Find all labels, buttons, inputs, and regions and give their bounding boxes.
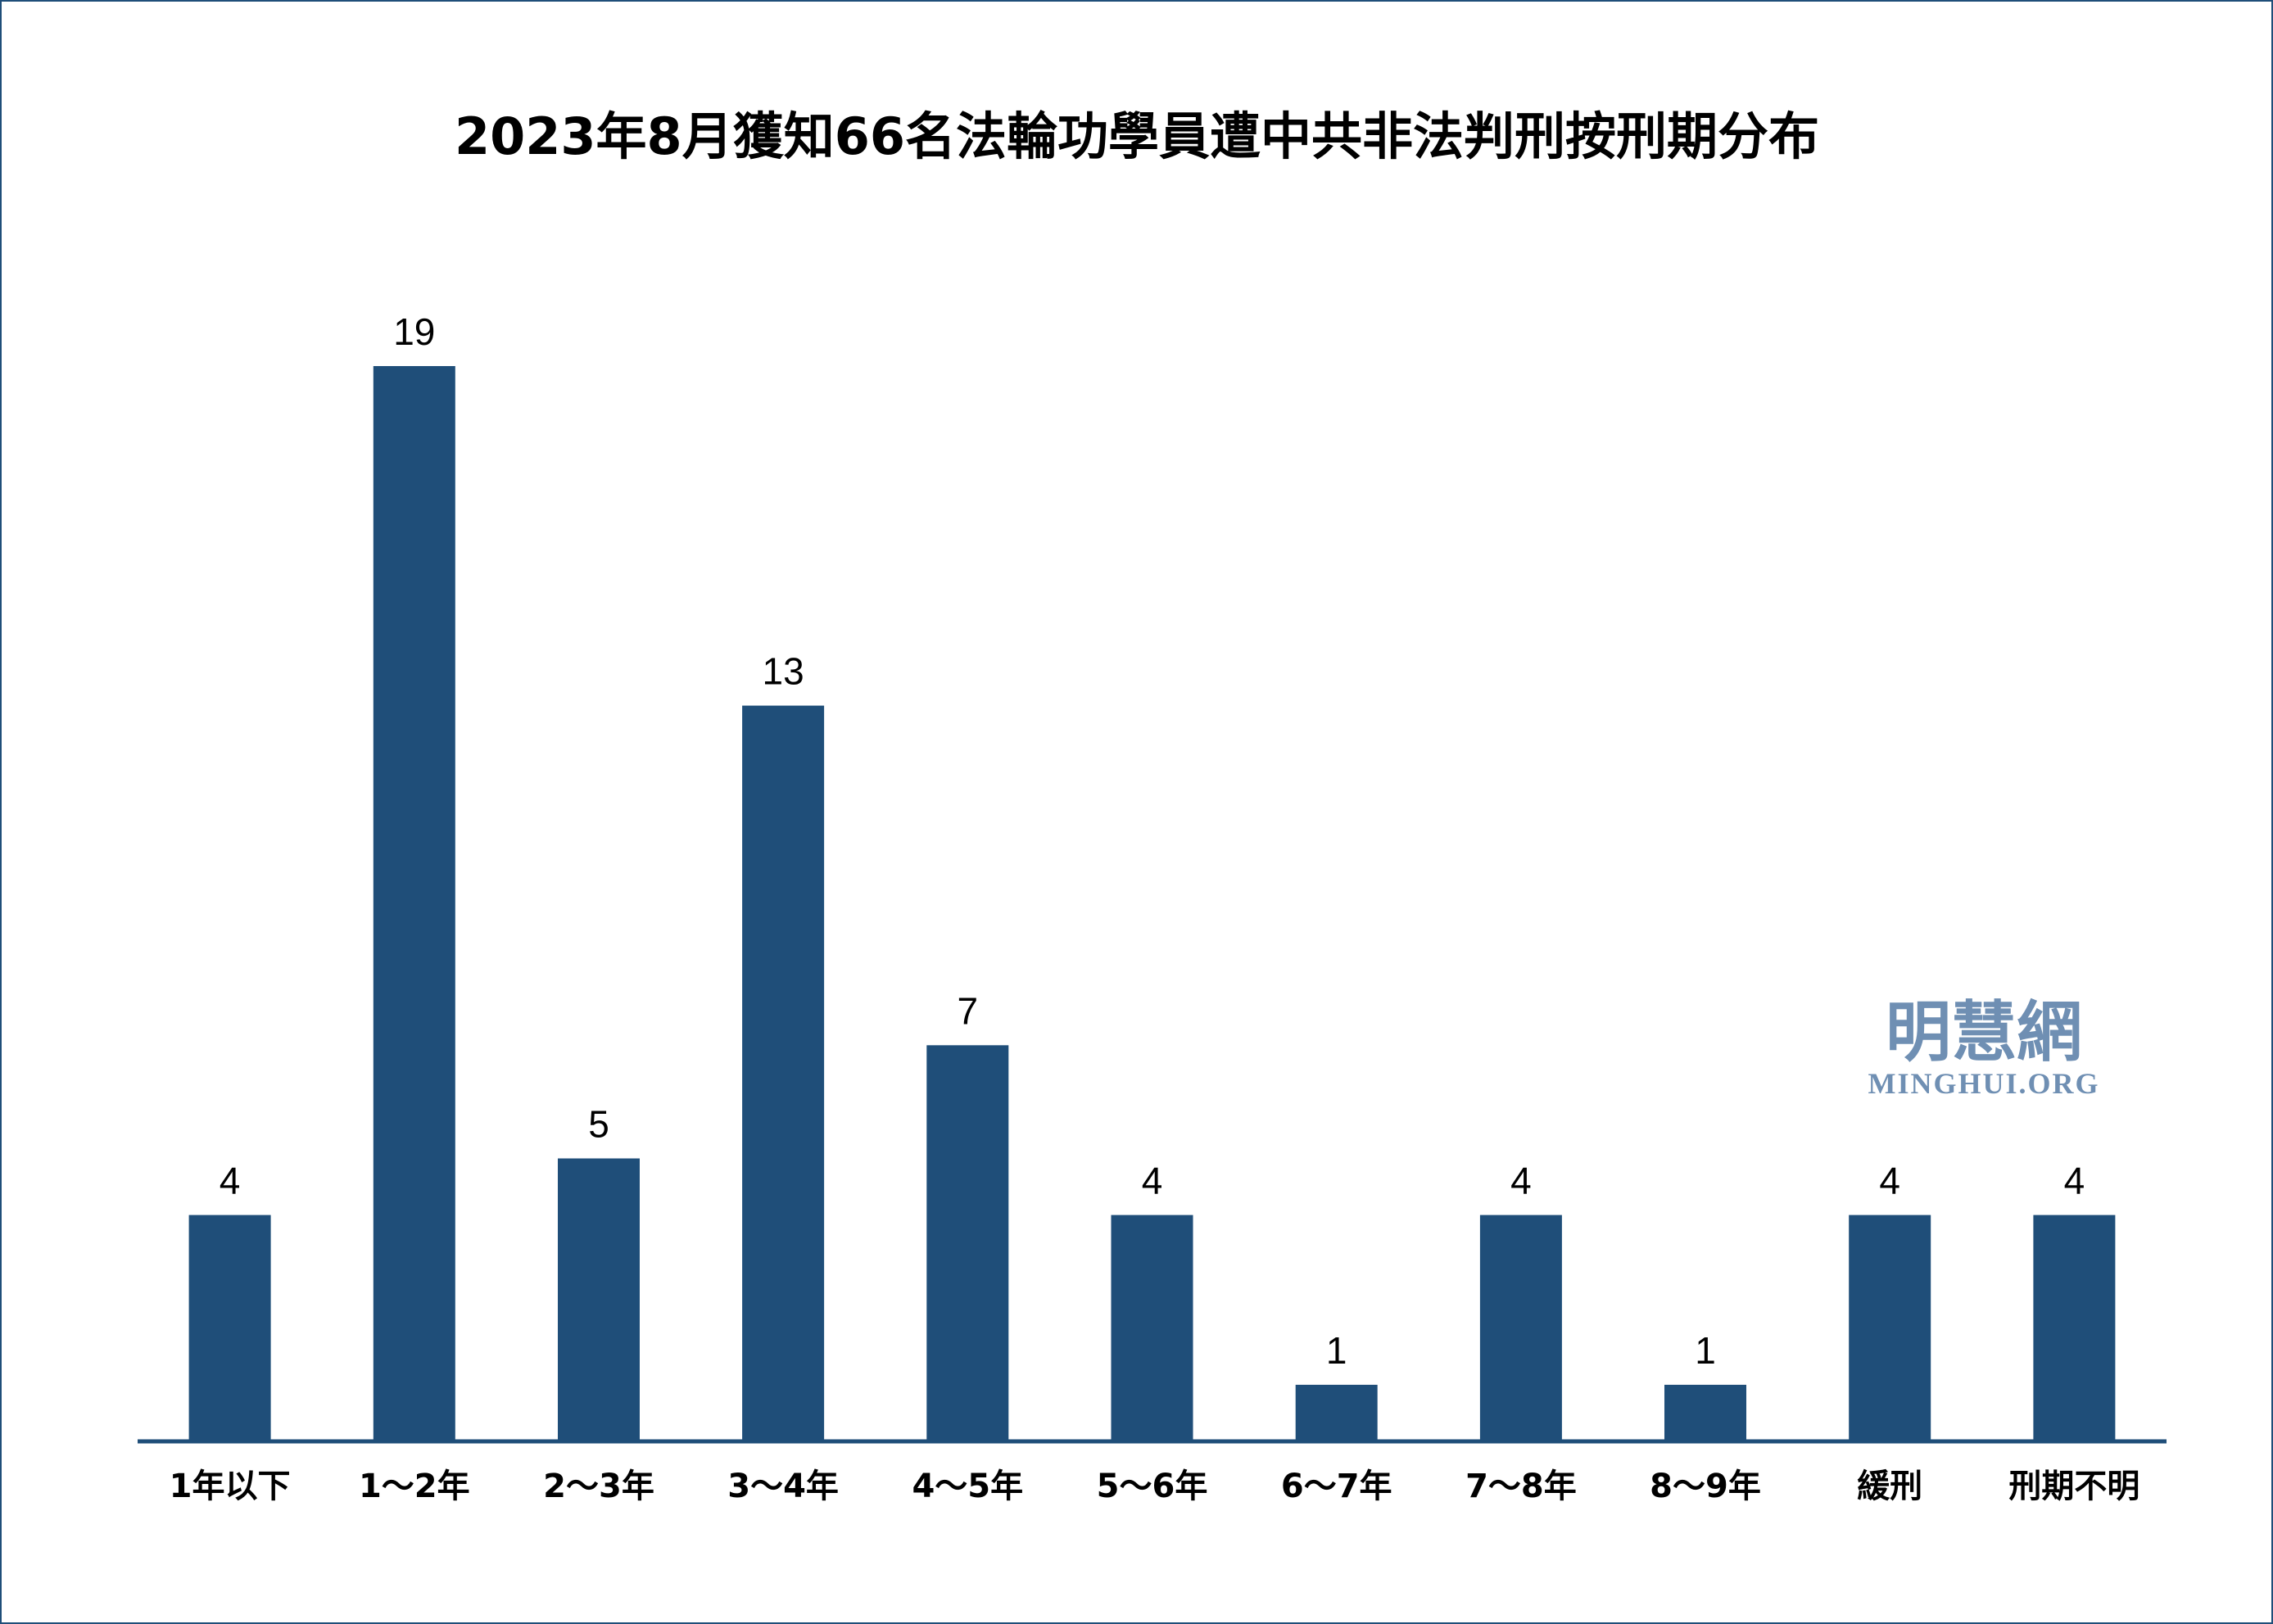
value-labels-group: 4 19 5 13 7 4 1 4 1 4 4 — [220, 310, 2085, 1372]
category-label-11: 刑期不明 — [2008, 1468, 2139, 1505]
bar-9 — [1664, 1384, 1746, 1441]
bar-11 — [2033, 1215, 2116, 1441]
category-label-7: 6～7年 — [1281, 1468, 1392, 1505]
bar-4 — [742, 705, 825, 1441]
value-label-7: 1 — [1326, 1329, 1347, 1372]
bar-8 — [1479, 1215, 1562, 1441]
value-label-5: 7 — [958, 989, 979, 1032]
bar-1 — [188, 1215, 271, 1441]
value-label-3: 5 — [588, 1103, 609, 1146]
value-label-2: 19 — [393, 310, 435, 353]
category-label-2: 1～2年 — [359, 1468, 470, 1505]
bar-2 — [373, 366, 455, 1441]
minghui-watermark: 明慧網 MINGHUI.ORG — [1868, 993, 2100, 1100]
value-label-6: 4 — [1142, 1160, 1163, 1202]
category-label-9: 8～9年 — [1650, 1468, 1761, 1505]
value-label-4: 13 — [763, 650, 804, 693]
category-label-3: 2～3年 — [543, 1468, 654, 1505]
value-label-10: 4 — [1879, 1160, 1900, 1202]
bars-group — [188, 366, 2116, 1441]
category-labels-group: 1年以下 1～2年 2～3年 3～4年 4～5年 5～6年 6～7年 7～8年 8～9年 緩刑 刑期… — [170, 1468, 2140, 1505]
bar-6 — [1111, 1215, 1193, 1441]
bar-10 — [1849, 1215, 1931, 1441]
watermark-url-text: MINGHUI.ORG — [1868, 1067, 2100, 1100]
category-label-6: 5～6年 — [1097, 1468, 1208, 1505]
value-label-1: 4 — [220, 1160, 241, 1202]
bar-7 — [1295, 1384, 1378, 1441]
value-label-8: 4 — [1510, 1160, 1532, 1202]
category-label-8: 7～8年 — [1465, 1468, 1577, 1505]
category-label-1: 1年以下 — [170, 1468, 291, 1505]
category-label-5: 4～5年 — [912, 1468, 1023, 1505]
category-label-4: 3～4年 — [727, 1468, 839, 1505]
category-label-10: 緩刑 — [1857, 1468, 1922, 1505]
value-label-11: 4 — [2064, 1160, 2085, 1202]
chart-title: 2023年8月獲知66名法輪功學員遭中共非法判刑按刑期分布 — [455, 106, 1819, 166]
bar-5 — [926, 1045, 1009, 1441]
watermark-logo-text: 明慧網 — [1886, 993, 2082, 1070]
bar-3 — [558, 1158, 640, 1441]
value-label-9: 1 — [1695, 1329, 1716, 1372]
